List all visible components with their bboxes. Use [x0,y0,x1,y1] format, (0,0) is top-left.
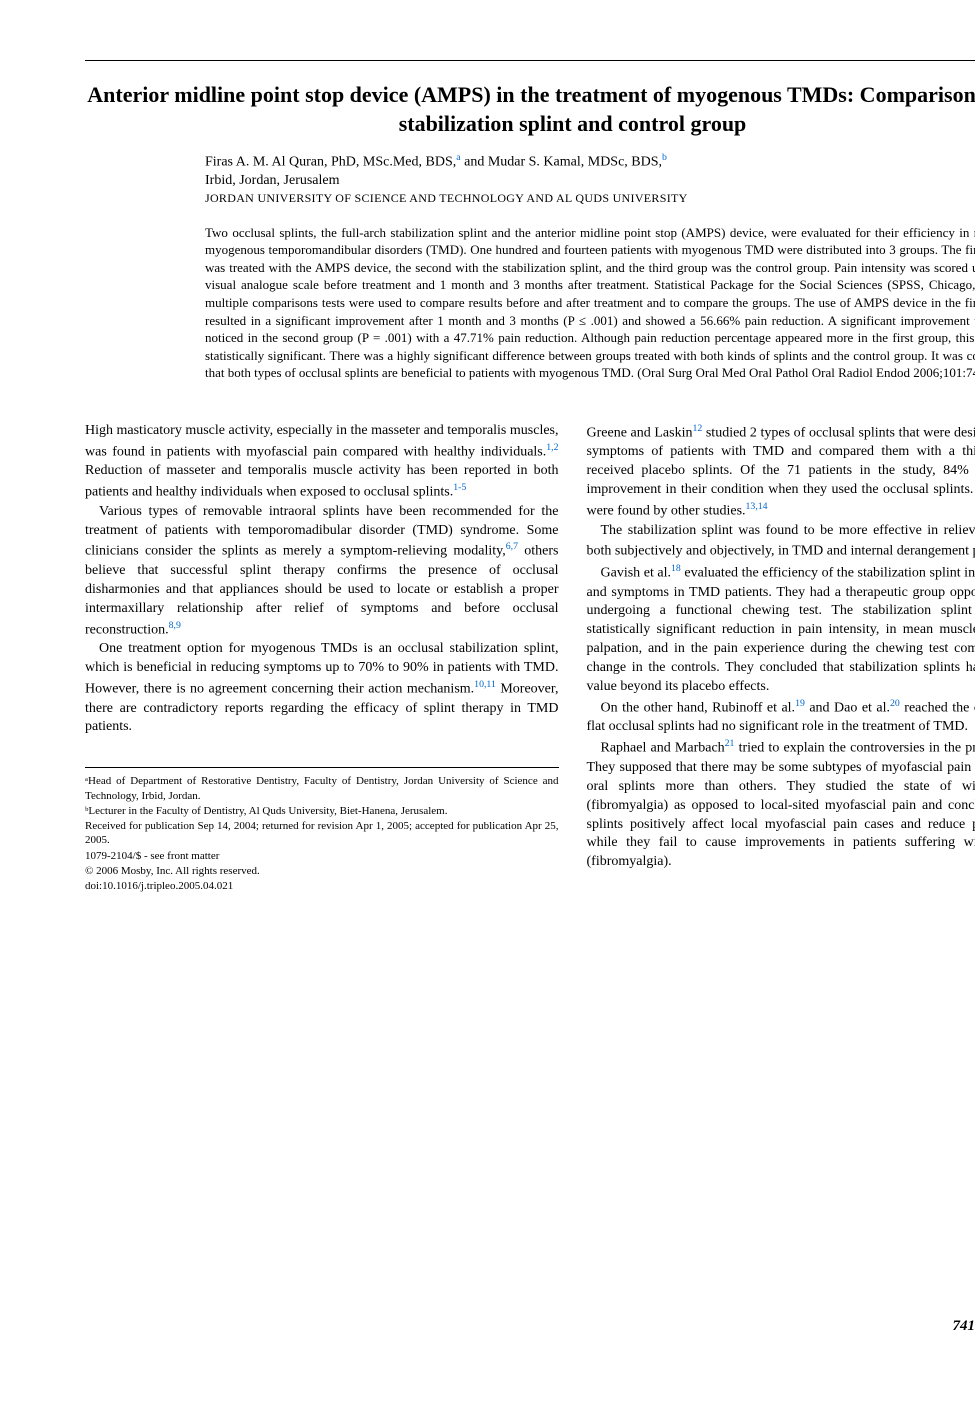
citation-ref[interactable]: 8,9 [169,620,181,631]
footnote-a: ᵃHead of Department of Restorative Denti… [85,774,559,803]
citation-ref[interactable]: 18 [671,563,681,574]
footnotes-block: ᵃHead of Department of Restorative Denti… [85,774,559,893]
top-rule [85,60,975,61]
citation-ref[interactable]: 10,11 [474,679,496,690]
citation-ref[interactable]: 19 [795,698,805,709]
body-para: High masticatory muscle activity, especi… [85,422,559,503]
body-para: Raphael and Marbach21 tried to explain t… [587,737,975,872]
article-title: Anterior midline point stop device (AMPS… [85,81,975,138]
body-para: Greene and Laskin12 studied 2 types of o… [587,422,975,522]
authors-line: Firas A. M. Al Quran, PhD, MSc.Med, BDS,… [205,152,940,171]
citation-ref[interactable]: 1-5 [453,482,466,493]
footnote-issn: 1079-2104/$ - see front matter [85,849,559,863]
citation-ref[interactable]: 13,14 [746,501,768,512]
citation-ref[interactable]: 6,7 [506,541,518,552]
author-affil-b: b [662,152,667,163]
footnote-received: Received for publication Sep 14, 2004; r… [85,819,559,848]
author-affil-a: a [456,152,460,163]
footnote-b: ᵇLecturer in the Faculty of Dentistry, A… [85,804,559,818]
abstract-block: Two occlusal splints, the full-arch stab… [205,224,975,382]
citation-ref[interactable]: 20 [890,698,900,709]
author-locations: Irbid, Jordan, Jerusalem [205,173,975,189]
body-columns: High masticatory muscle activity, especi… [85,422,975,895]
citation-ref[interactable]: 1,2 [546,442,558,453]
page-number: 741 [953,1318,975,1335]
footnote-rule [85,767,559,768]
footnote-copyright: © 2006 Mosby, Inc. All rights reserved. [85,864,559,878]
body-para: Gavish et al.18 evaluated the efficiency… [587,562,975,697]
abstract-text: Two occlusal splints, the full-arch stab… [205,225,975,380]
citation-ref[interactable]: 12 [692,423,702,434]
right-column: Greene and Laskin12 studied 2 types of o… [587,422,975,895]
left-column: High masticatory muscle activity, especi… [85,422,559,895]
footnote-doi: doi:10.1016/j.tripleo.2005.04.021 [85,879,559,893]
body-para: On the other hand, Rubinoff et al.19 and… [587,697,975,737]
body-para: The stabilization splint was found to be… [587,522,975,562]
author-affiliation: JORDAN UNIVERSITY OF SCIENCE AND TECHNOL… [205,191,975,206]
citation-ref[interactable]: 21 [725,738,735,749]
body-para: Various types of removable intraoral spl… [85,503,559,641]
body-para: One treatment option for myogenous TMDs … [85,640,559,737]
